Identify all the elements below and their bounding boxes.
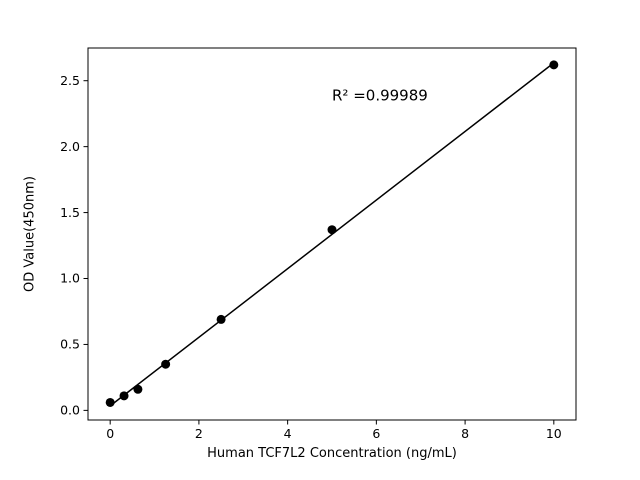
x-tick-label: 10 [546,426,562,441]
x-tick-label: 2 [195,426,203,441]
fit-line [109,62,555,407]
data-point [119,391,129,401]
data-point [105,397,115,407]
y-tick-label: 2.0 [60,139,80,154]
plot-border [87,47,577,421]
x-axis-label: Human TCF7L2 Concentration (ng/mL) [207,446,457,461]
x-tick-label: 0 [106,426,114,441]
data-point [133,384,143,394]
data-point [161,359,171,369]
y-tick-label: 2.5 [60,73,80,88]
data-point [216,314,226,324]
y-tick-label: 0.5 [60,337,80,352]
r-squared-annotation: R² =0.99989 [332,86,428,104]
y-tick-label: 1.0 [60,271,80,286]
x-tick-label: 8 [461,426,469,441]
y-tick-label: 0.0 [60,403,80,418]
x-tick-label: 6 [372,426,380,441]
y-tick-label: 1.5 [60,205,80,220]
data-point [549,60,559,70]
data-point [327,225,337,235]
x-tick-label: 4 [284,426,292,441]
y-axis-label: OD Value(450nm) [22,176,38,292]
